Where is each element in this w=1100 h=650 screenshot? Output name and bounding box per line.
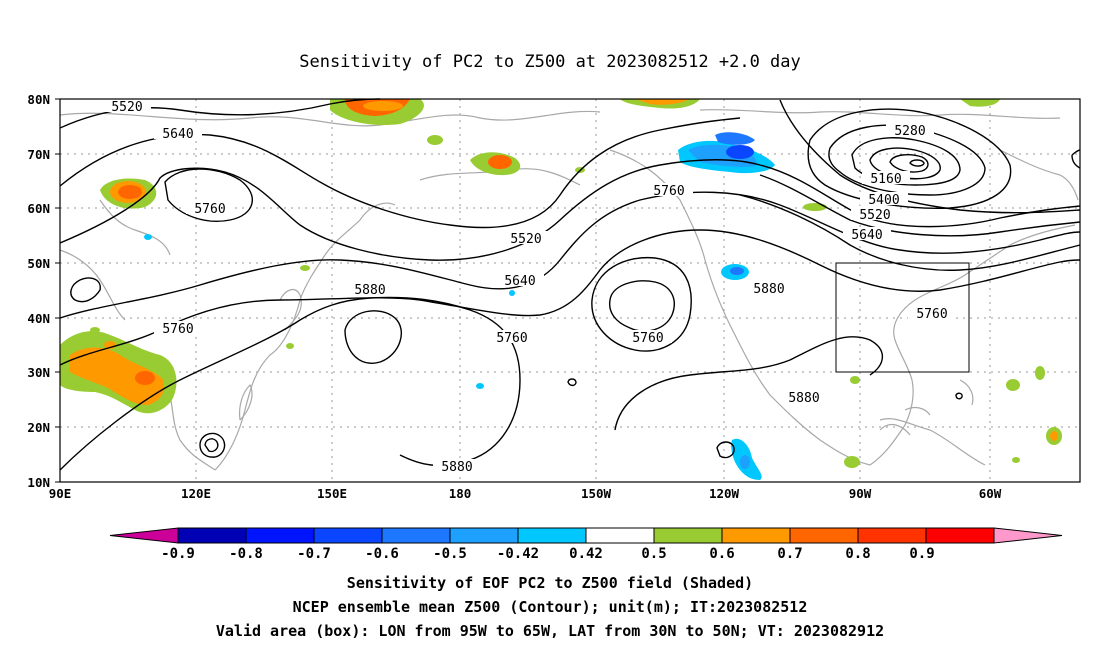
contour-label: 5760 <box>194 202 225 217</box>
contour-label: 5880 <box>788 391 819 406</box>
colorbar-segment <box>313 527 383 544</box>
lat-tick-label: 40N <box>27 311 50 326</box>
lat-tick-label: 60N <box>27 201 50 216</box>
lon-tick-label: 150E <box>317 486 347 501</box>
colorbar-segment <box>721 527 791 544</box>
lon-tick-label: 90E <box>49 486 72 501</box>
contour-label: 5880 <box>753 282 784 297</box>
lat-tick-label: 10N <box>27 475 50 490</box>
colorbar-label: -0.9 <box>161 546 195 562</box>
colorbar-segment <box>857 527 927 544</box>
contour-labels: 5520 5640 5760 5280 5160 5400 5520 5640 … <box>103 99 956 475</box>
lon-tick-label: 120W <box>709 486 740 501</box>
colorbar-segment <box>449 527 519 544</box>
colorbar-segment <box>517 527 587 544</box>
contour-label: 5160 <box>870 172 901 187</box>
colorbar-label: -0.7 <box>297 546 331 562</box>
sensitivity-shading <box>60 99 1062 480</box>
lat-axis: 80N 70N 60N 50N 40N 30N 20N 10N <box>27 92 60 490</box>
contour-label: 5520 <box>510 232 541 247</box>
colorbar-segment <box>585 527 655 544</box>
contour-label: 5640 <box>162 127 193 142</box>
contour-label: 5760 <box>653 184 684 199</box>
contour-label: 5400 <box>868 193 899 208</box>
lat-tick-label: 50N <box>27 256 50 271</box>
lon-tick-label: 120E <box>181 486 211 501</box>
contour-label: 5760 <box>162 322 193 337</box>
contour-label: 5280 <box>894 124 925 139</box>
colorbar-label: 0.42 <box>569 546 603 562</box>
colorbar-arrow-low <box>109 527 179 544</box>
caption-line-1: Sensitivity of EOF PC2 to Z500 field (Sh… <box>347 574 753 592</box>
colorbar-segment <box>381 527 451 544</box>
colorbar-label: -0.5 <box>433 546 467 562</box>
caption-line-2: NCEP ensemble mean Z500 (Contour); unit(… <box>293 598 808 616</box>
lon-tick-label: 90W <box>849 486 872 501</box>
lat-tick-label: 30N <box>27 365 50 380</box>
colorbar-segment <box>925 527 995 544</box>
caption-line-3: Valid area (box): LON from 95W to 65W, L… <box>216 622 884 640</box>
contour-label: 5760 <box>496 331 527 346</box>
map-panel: 5520 5640 5760 5280 5160 5400 5520 5640 … <box>59 98 1081 483</box>
colorbar-arrow-high <box>993 527 1063 544</box>
contour-label: 5520 <box>859 208 890 223</box>
valid-area-box <box>835 262 970 373</box>
contour-label: 5760 <box>916 307 947 322</box>
figure-title: Sensitivity of PC2 to Z500 at 2023082512… <box>299 52 801 72</box>
lat-tick-label: 70N <box>27 147 50 162</box>
colorbar-label: 0.6 <box>709 546 734 562</box>
figure-caption: Sensitivity of EOF PC2 to Z500 field (Sh… <box>216 574 884 640</box>
colorbar-label: 0.9 <box>909 546 934 562</box>
contour-label: 5520 <box>111 100 142 115</box>
lon-axis: 90E 120E 150E 180 150W 120W 90W 60W <box>49 486 1002 501</box>
colorbar-label: 0.5 <box>641 546 666 562</box>
colorbar-label: 0.8 <box>845 546 870 562</box>
contour-label: 5760 <box>632 331 663 346</box>
lat-tick-label: 80N <box>27 92 50 107</box>
colorbar-segment <box>177 527 247 544</box>
colorbar-label: 0.7 <box>777 546 802 562</box>
colorbar-segment <box>789 527 859 544</box>
colorbar-label: -0.8 <box>229 546 263 562</box>
colorbar-label: -0.6 <box>365 546 399 562</box>
colorbar <box>109 527 1063 544</box>
lat-tick-label: 20N <box>27 420 50 435</box>
colorbar-label: -0.42 <box>497 546 539 562</box>
z500-contours <box>59 98 1081 471</box>
lon-tick-label: 150W <box>581 486 612 501</box>
map-frame <box>59 98 1081 483</box>
colorbar-segment <box>653 527 723 544</box>
colorbar-labels: -0.9 -0.8 -0.7 -0.6 -0.5 -0.42 0.42 0.5 … <box>161 546 935 562</box>
lon-tick-label: 180 <box>449 486 472 501</box>
lon-tick-label: 60W <box>979 486 1002 501</box>
contour-label: 5880 <box>441 460 472 475</box>
contour-label: 5640 <box>851 228 882 243</box>
colorbar-segment <box>245 527 315 544</box>
contour-label: 5880 <box>354 283 385 298</box>
contour-label: 5640 <box>504 274 535 289</box>
